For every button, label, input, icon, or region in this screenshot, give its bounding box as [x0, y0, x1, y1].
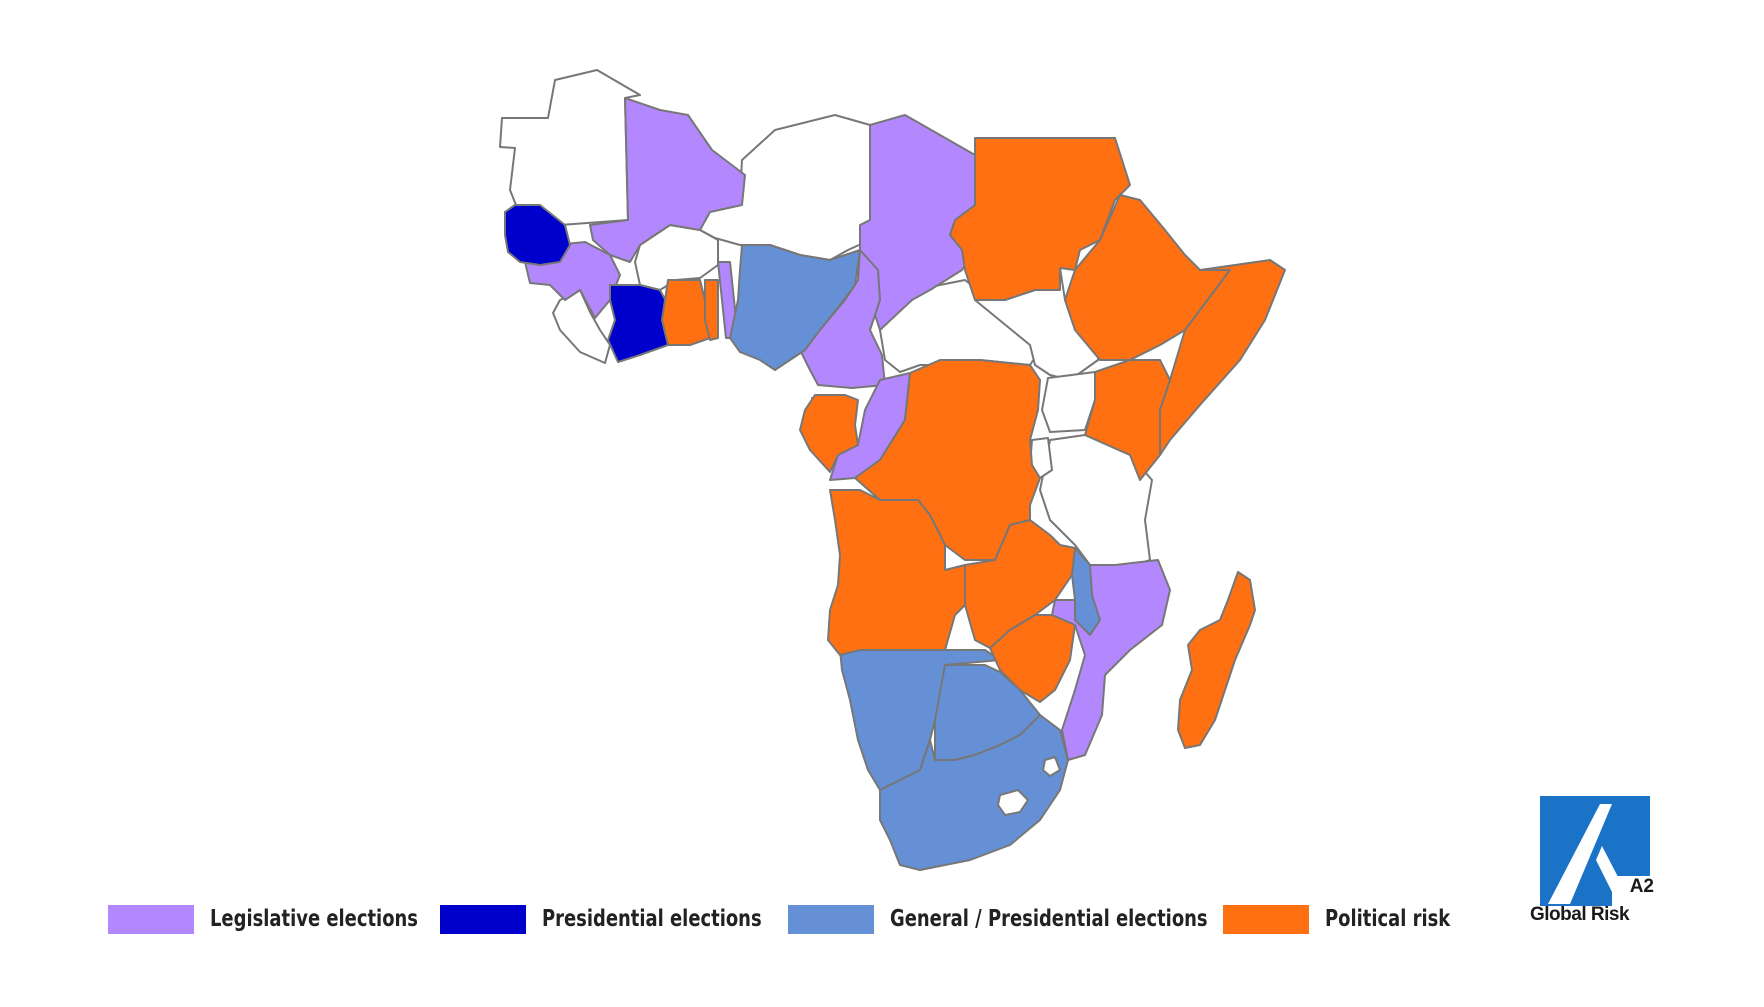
legend-item-political-risk: Political risk — [1223, 899, 1486, 939]
region-eswatini — [1042, 756, 1061, 777]
region-uganda — [1041, 371, 1096, 433]
region-somalia — [1159, 259, 1286, 456]
legend-swatch-political-risk — [1223, 904, 1309, 934]
legend-swatch-presidential — [440, 904, 526, 934]
legend-item-legislative: Legislative elections — [108, 899, 477, 939]
a2-logo-mark-icon — [1540, 796, 1650, 906]
region-nigeria — [729, 244, 861, 371]
region-madagascar — [1177, 571, 1256, 749]
legend: Legislative elections Presidential elect… — [108, 899, 1488, 939]
logo-name-text: Global Risk — [1530, 904, 1630, 925]
legend-swatch-general — [788, 904, 874, 934]
legend-swatch-legislative — [108, 904, 194, 934]
region-mauritania-western-sahara — [499, 69, 641, 226]
region-ivory-coast — [607, 284, 669, 363]
region-kenya — [1084, 359, 1171, 481]
region-gabon — [799, 394, 859, 473]
region-senegal-gambia — [504, 204, 571, 266]
region-benin — [704, 279, 719, 341]
region-zambia — [964, 519, 1076, 649]
region-zimbabwe — [989, 614, 1076, 703]
region-malawi — [1071, 547, 1101, 636]
legend-item-general: General / Presidential elections — [788, 899, 1297, 939]
legend-label-legislative: Legislative elections — [210, 906, 418, 932]
region-mali — [589, 97, 746, 263]
region-ghana — [661, 279, 711, 346]
a2-global-risk-logo: A2 Global Risk — [1530, 796, 1654, 936]
legend-label-political-risk: Political risk — [1325, 906, 1451, 932]
region-sudan — [949, 137, 1131, 301]
region-lesotho — [997, 789, 1029, 816]
legend-label-presidential: Presidential elections — [542, 906, 762, 932]
legend-item-presidential: Presidential elections — [440, 899, 824, 939]
region-angola — [827, 489, 966, 656]
legend-label-general: General / Presidential elections — [890, 906, 1208, 932]
logo-mark-text: A2 — [1629, 876, 1654, 897]
region-south-africa — [879, 714, 1069, 871]
